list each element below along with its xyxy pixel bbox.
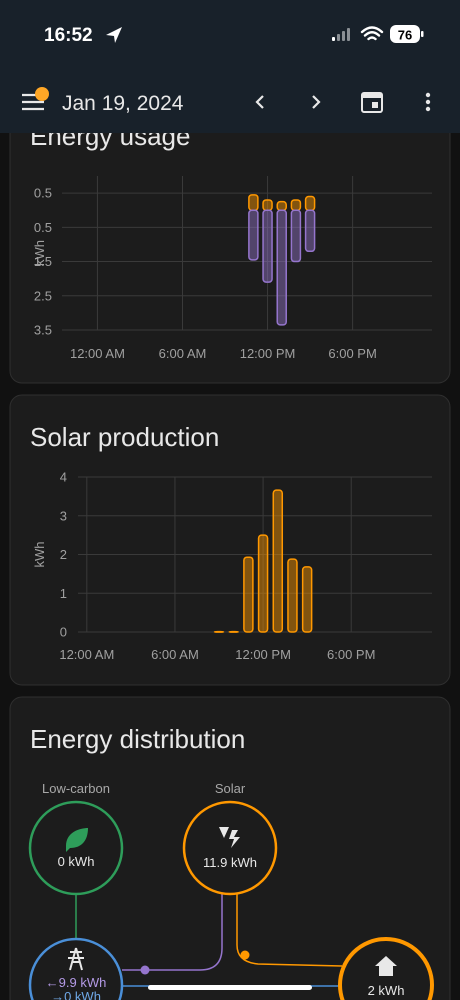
- battery-icon: [390, 25, 420, 43]
- bar: [304, 195, 316, 211]
- bar: [262, 199, 273, 211]
- bar: [301, 566, 313, 633]
- bar: [213, 630, 225, 633]
- solar-icon: [219, 827, 240, 848]
- bar: [290, 199, 302, 211]
- card-title: Energy distribution: [30, 724, 245, 754]
- prev-button[interactable]: [255, 95, 264, 109]
- flow-dot: [240, 950, 250, 960]
- bar: [290, 209, 302, 263]
- grid-to: →0 kWh: [51, 989, 101, 1000]
- x-tick-label: 12:00 PM: [235, 647, 291, 662]
- node-label: Solar: [215, 781, 246, 796]
- grid-from: ←9.9 kWh: [46, 975, 107, 990]
- y-tick-label: 1: [60, 586, 67, 601]
- wifi-icon: [360, 26, 384, 41]
- battery-tip: [421, 31, 424, 37]
- bar: [304, 209, 316, 253]
- home-indicator: [148, 985, 312, 990]
- leaf-icon: [66, 828, 88, 852]
- notification-dot: [35, 87, 49, 101]
- y-tick-label: 2.5: [34, 288, 52, 303]
- content: Energy distribution Low-carbon Solar 0 k…: [9, 109, 451, 1000]
- bar: [272, 489, 284, 633]
- more-button[interactable]: [425, 92, 431, 112]
- y-tick-label: 3.5: [34, 323, 52, 338]
- next-button[interactable]: [312, 95, 321, 109]
- node-value: 11.9 kWh: [203, 855, 257, 870]
- top-bars: 16:52 76 Jan 19, 2024: [0, 0, 460, 133]
- x-tick-label: 12:00 AM: [59, 647, 114, 662]
- x-tick-label: 6:00 PM: [328, 346, 376, 361]
- solar-node[interactable]: [182, 800, 278, 896]
- home-icon: [375, 956, 397, 976]
- y-tick-label: 2: [60, 547, 67, 562]
- battery-level: 76: [398, 28, 412, 43]
- date[interactable]: Jan 19, 2024: [62, 92, 184, 115]
- node-value: 0 kWh: [58, 854, 95, 869]
- x-tick-label: 12:00 AM: [70, 346, 125, 361]
- calendar-button[interactable]: [361, 92, 383, 113]
- y-tick-label: 4: [60, 470, 67, 485]
- bar: [287, 558, 298, 633]
- y-axis-label: kWh: [32, 240, 47, 266]
- grid-icon: [68, 947, 84, 971]
- bar: [276, 200, 287, 211]
- bar: [243, 556, 254, 633]
- app-bar-bg: [0, 0, 460, 133]
- y-tick-label: 3: [60, 508, 67, 523]
- status-time: 16:52: [44, 25, 93, 46]
- node-value: 2 kWh: [368, 983, 405, 998]
- bar: [257, 534, 269, 633]
- x-tick-label: 12:00 PM: [240, 346, 296, 361]
- x-tick-label: 6:00 AM: [159, 346, 207, 361]
- bar: [248, 209, 259, 261]
- y-tick-label: 0.5: [34, 220, 52, 235]
- y-tick-label: 0.5: [34, 186, 52, 201]
- flow-dot: [140, 965, 150, 975]
- solar-card: [9, 394, 451, 686]
- grid-node[interactable]: [28, 937, 124, 1000]
- location-icon: [106, 27, 122, 43]
- x-tick-label: 6:00 PM: [327, 647, 375, 662]
- bar: [248, 194, 259, 211]
- y-axis-label: kWh: [32, 542, 47, 568]
- flow-line: [122, 894, 223, 971]
- y-tick-label: 0: [60, 625, 67, 640]
- signal-icon: [332, 28, 350, 41]
- x-tick-label: 6:00 AM: [151, 647, 199, 662]
- node-label: Low-carbon: [42, 781, 110, 796]
- card-title: Solar production: [30, 422, 219, 452]
- bar: [276, 209, 287, 326]
- bar: [262, 209, 273, 283]
- y-tick-label: 1.5: [34, 254, 52, 269]
- low-carbon-node[interactable]: [28, 800, 124, 896]
- bar: [228, 630, 239, 633]
